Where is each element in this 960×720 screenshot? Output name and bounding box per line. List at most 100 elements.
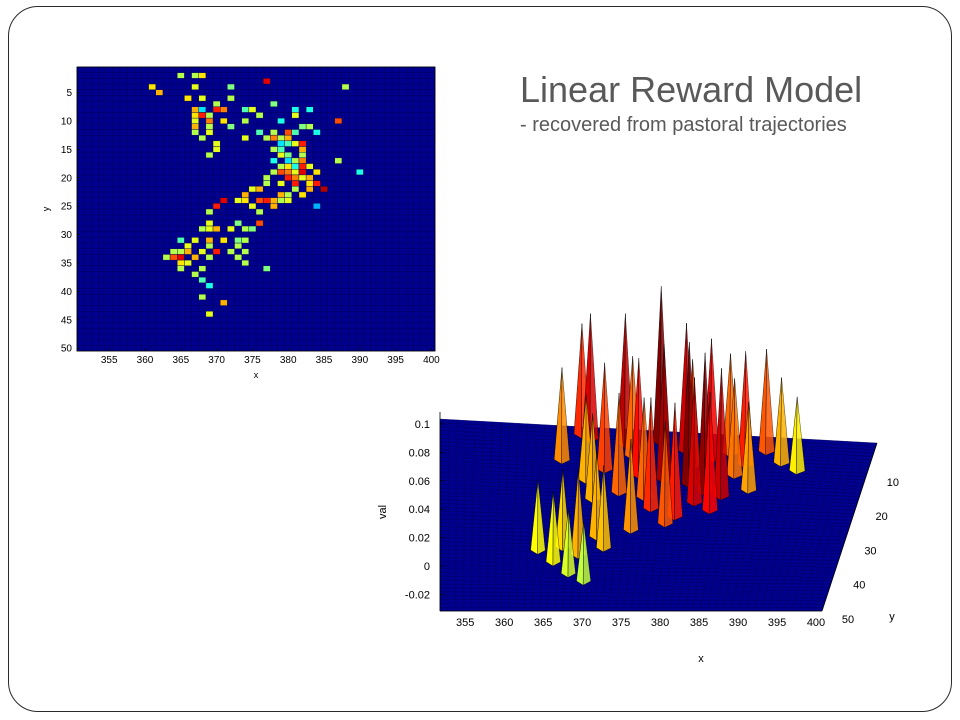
surface-peak-face	[582, 521, 592, 586]
heatmap-cell	[291, 186, 300, 193]
heatmap-cell	[241, 237, 250, 244]
heatmap-x-tick: 370	[208, 355, 225, 366]
heatmap-frame	[76, 66, 436, 352]
heatmap-cell	[219, 299, 228, 306]
heatmap-cell	[298, 191, 307, 198]
surface-y-tick: 10	[887, 477, 899, 489]
surface-x-tick: 395	[768, 617, 786, 629]
heatmap-cell	[270, 100, 278, 107]
heatmap-cell	[320, 186, 328, 193]
heatmap-cell	[227, 83, 235, 90]
heatmap-cell	[191, 271, 199, 278]
surface-peak	[789, 396, 798, 475]
heatmap-cell	[277, 117, 285, 125]
heatmap-cell	[313, 129, 321, 136]
heatmap-cell	[234, 242, 242, 249]
heatmap-cell	[198, 294, 207, 301]
heatmap-cell	[219, 197, 228, 204]
heatmap-cell	[198, 95, 207, 102]
heatmap-cell	[241, 259, 250, 266]
heatmap-x-label: x	[254, 370, 259, 380]
heatmap-y-tick: 50	[61, 344, 73, 355]
heatmap-x-tick: 365	[172, 355, 189, 366]
heatmap-cell	[205, 129, 214, 136]
heatmap-cell	[177, 237, 185, 244]
heatmap-cell	[212, 146, 221, 153]
heatmap-cell	[305, 186, 314, 193]
heatmap-cell	[227, 225, 235, 232]
surface-x-tick: 390	[729, 617, 747, 629]
surface-peak-face	[603, 465, 612, 553]
surface-peak	[596, 362, 605, 474]
surface-peak-face	[603, 362, 613, 474]
heatmap-cell	[184, 248, 192, 255]
heatmap-cell	[262, 180, 271, 187]
surface-x-tick: 360	[495, 617, 513, 629]
surface-peak-face	[567, 509, 576, 578]
surface-peak-face	[537, 479, 546, 555]
surface-peak-face	[589, 313, 599, 444]
heatmap-y-tick: 45	[61, 315, 73, 326]
surface-x-tick: 385	[690, 617, 708, 629]
heatmap-cell	[241, 117, 250, 125]
heatmap-y-tick: 30	[61, 230, 73, 241]
surface-peak-face	[720, 368, 730, 501]
surface-peak-face	[747, 401, 757, 495]
surface-y-label: y	[889, 611, 895, 623]
surface-z-tick: 0.06	[409, 476, 430, 488]
surface-z-tick: 0.08	[409, 447, 430, 459]
heatmap-cell	[291, 129, 300, 136]
surface-peak-face	[674, 402, 683, 521]
heatmap-cell	[255, 186, 264, 193]
slide-title: Linear Reward Model	[520, 69, 863, 110]
heatmap-cell	[191, 129, 199, 136]
heatmap-cell	[248, 225, 257, 232]
heatmap-x-tick: 395	[387, 355, 404, 366]
heatmap-cell	[155, 89, 164, 96]
heatmap-x-tick: 390	[351, 355, 368, 366]
surface-peak-face	[664, 421, 674, 528]
heatmap-cell	[198, 265, 207, 272]
heatmap-y-tick: 20	[61, 173, 73, 184]
title-block: Linear Reward Model - recovered from pas…	[520, 70, 862, 137]
heatmap-cell	[255, 220, 264, 227]
surface-z-tick: -0.02	[405, 589, 430, 601]
heatmap-cell	[291, 112, 300, 119]
heatmap-y-tick: 10	[61, 116, 73, 127]
heatmap-cell	[248, 106, 257, 113]
surface-x-label: x	[698, 653, 704, 665]
heatmap-cell	[262, 265, 271, 272]
heatmap-cell	[270, 203, 278, 210]
heatmap-cell	[341, 83, 350, 90]
heatmap-x-tick: 355	[101, 355, 118, 366]
surface-z-label: val	[377, 505, 389, 519]
surface-peak	[573, 323, 583, 439]
heatmap-cell	[305, 106, 314, 113]
heatmap-cell	[305, 123, 314, 130]
heatmap-cell	[255, 112, 264, 119]
heatmap-cell	[313, 203, 321, 210]
heatmap-cell	[198, 72, 207, 79]
heatmap-cell	[255, 129, 264, 136]
surface-x-tick: 400	[807, 617, 825, 629]
heatmap-cell	[198, 248, 207, 255]
surface-peak	[773, 377, 782, 468]
heatmap-cell	[205, 242, 214, 249]
heatmap-x-tick: 360	[137, 355, 154, 366]
heatmap-cell	[227, 248, 235, 255]
surface-y-tick: 40	[853, 580, 865, 592]
surface-x-tick: 355	[456, 617, 474, 629]
surface-peak-face	[780, 377, 790, 467]
surface-peak-face	[765, 349, 775, 456]
heatmap-y-tick: 5	[66, 88, 72, 99]
heatmap-cell	[313, 169, 321, 176]
heatmap-cell	[212, 203, 221, 210]
heatmap-cell	[227, 95, 235, 102]
heatmap-cell	[212, 225, 221, 232]
heatmap-cell	[277, 180, 285, 187]
heatmap-y-label: y	[41, 206, 51, 211]
heatmap-cell	[219, 106, 228, 113]
heatmap-cell	[184, 259, 192, 266]
surface-y-axis	[821, 442, 878, 612]
